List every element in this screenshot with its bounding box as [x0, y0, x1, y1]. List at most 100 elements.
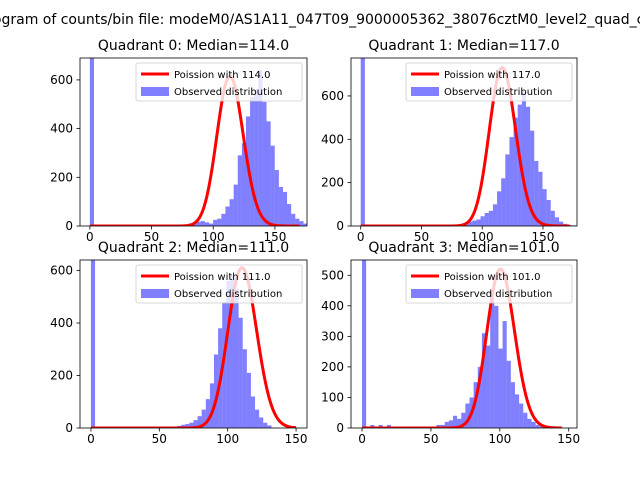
y-tick-label: 200	[50, 170, 73, 184]
histogram-bar	[312, 225, 316, 226]
y-tick-label: 200	[321, 176, 344, 190]
histogram-bar	[263, 422, 268, 428]
histogram-bar	[258, 70, 263, 226]
legend-hist-label: Observed distribution	[444, 87, 552, 98]
histogram-bar	[360, 58, 365, 226]
histogram-bar	[262, 101, 267, 226]
legend-fit-label: Poission with 101.0	[444, 272, 540, 283]
histogram-bar	[189, 422, 194, 428]
histogram-bar	[201, 409, 206, 428]
histogram-bar	[530, 130, 535, 226]
histogram-bar	[229, 199, 234, 226]
histogram-bar	[452, 415, 458, 428]
histogram-bar	[204, 222, 210, 226]
legend-fit-label: Poission with 117.0	[444, 70, 540, 81]
histogram-bar	[90, 260, 96, 428]
histogram-bar	[494, 305, 499, 428]
histogram-bar	[554, 217, 560, 226]
histogram-bar	[436, 424, 441, 428]
histogram-bar	[502, 321, 507, 428]
chart-panel-2: 0 50 100 150 0 200 400 600 Quadrant 2: Median=11…	[50, 240, 307, 446]
legend-box	[405, 62, 573, 102]
histogram-bar	[539, 426, 544, 428]
histogram-bar	[498, 348, 503, 428]
histogram-bar	[362, 260, 367, 428]
y-tick-label: 600	[50, 264, 73, 278]
y-tick-label: 0	[65, 421, 73, 435]
y-tick-label: 400	[321, 299, 344, 313]
y-tick-label: 400	[50, 316, 73, 330]
chart-panel-1: 0 50 100 150 0 200 400 600 Quadrant 1: Median=11…	[321, 38, 578, 244]
y-tick-label: 600	[50, 73, 73, 87]
x-tick-label: 50	[144, 230, 159, 244]
histogram-bar	[477, 366, 482, 428]
axes-frame	[79, 57, 308, 227]
x-tick-label: 0	[86, 230, 94, 244]
poisson-fit-line	[361, 267, 563, 428]
y-tick-label: 400	[50, 122, 73, 136]
chart-title: Quadrant 1: Median=117.0	[368, 38, 559, 54]
legend: Poission with 117.0 Observed distribution	[405, 62, 573, 102]
x-tick-label: 100	[202, 230, 225, 244]
histogram-bar	[492, 204, 498, 226]
histogram-bar	[299, 221, 304, 226]
x-tick-label: 150	[285, 432, 308, 446]
histogram-bar	[181, 424, 186, 428]
histogram-bar	[444, 421, 449, 428]
legend: Poission with 114.0 Observed distribution	[135, 62, 303, 102]
histogram-bar	[484, 212, 489, 226]
histogram-bar	[185, 424, 190, 428]
histogram-bar	[538, 171, 543, 226]
histogram-bar	[370, 424, 375, 428]
x-tick-label: 0	[358, 432, 366, 446]
histogram-bar	[448, 420, 453, 428]
histogram-bar	[440, 424, 445, 428]
histogram-bar	[519, 403, 524, 428]
histogram-bar	[230, 275, 235, 428]
legend-hist-label: Observed distribution	[444, 289, 552, 300]
histogram-bar	[233, 184, 238, 226]
histogram-bar	[205, 399, 210, 428]
legend-hist-label: Observed distribution	[174, 289, 282, 300]
y-tick-label: 300	[321, 329, 344, 343]
histogram-bar	[291, 213, 296, 226]
chart-title: Quadrant 3: Median=101.0	[368, 240, 559, 256]
histogram-bar	[308, 225, 312, 226]
x-tick-label: 50	[414, 230, 429, 244]
y-tick-label: 0	[336, 421, 344, 435]
legend-hist-swatch	[141, 87, 169, 96]
histogram-bar	[234, 288, 239, 428]
poisson-fit-line	[88, 74, 301, 226]
x-tick-label: 150	[557, 432, 580, 446]
x-tick-label: 0	[87, 432, 95, 446]
x-tick-label: 150	[263, 230, 286, 244]
chart-title: Quadrant 0: Median=114.0	[98, 38, 289, 54]
legend-box	[135, 264, 303, 304]
histogram-bar	[221, 213, 226, 226]
histogram-bar	[465, 403, 470, 428]
histogram-bar	[461, 412, 466, 428]
y-tick-label: 0	[65, 219, 73, 233]
legend-hist-swatch	[411, 87, 439, 96]
histogram-bar	[546, 199, 551, 226]
x-tick-label: 100	[488, 432, 511, 446]
histogram-bar	[550, 210, 555, 226]
histogram-bar	[535, 424, 540, 428]
histogram-bar	[490, 296, 495, 428]
legend: Poission with 101.0 Observed distribution	[405, 264, 573, 304]
histogram-bar	[480, 216, 485, 226]
legend-hist-label: Observed distribution	[174, 87, 282, 98]
histogram-bar	[241, 143, 246, 226]
legend-box	[405, 264, 573, 304]
histogram-bar	[525, 106, 531, 226]
histogram-bar	[527, 418, 532, 428]
histogram-bar	[282, 191, 288, 226]
x-tick-label: 50	[152, 432, 167, 446]
histogram-bar	[386, 424, 391, 428]
chart-panel-0: 0 50 100 150 0 200 400 600 Quadrant 0: Median=11…	[50, 38, 316, 244]
y-tick-label: 500	[321, 268, 344, 282]
y-tick-label: 400	[321, 132, 344, 146]
histogram-bar	[472, 220, 477, 226]
histogram-bar	[250, 396, 256, 428]
